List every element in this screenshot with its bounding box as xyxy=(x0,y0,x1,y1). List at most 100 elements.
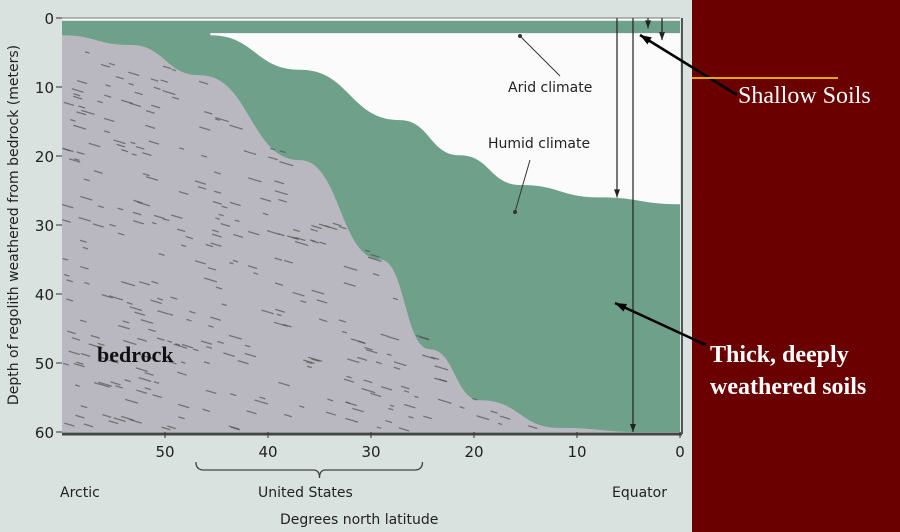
bedrock-texture-mark xyxy=(274,257,283,261)
bedrock-texture-mark xyxy=(205,243,214,248)
bedrock-texture-mark xyxy=(229,124,243,130)
bedrock-texture-mark xyxy=(128,82,134,86)
arid-base-arrow-head xyxy=(659,32,665,41)
bedrock-texture-mark xyxy=(357,356,368,361)
bedrock-texture-mark xyxy=(279,160,294,167)
bedrock-texture-mark xyxy=(434,365,449,371)
bedrock-texture-mark xyxy=(117,207,124,211)
bedrock-texture-mark xyxy=(73,158,80,161)
bedrock-texture-mark xyxy=(343,282,356,287)
bedrock-texture-mark xyxy=(194,180,207,185)
equator-label: Equator xyxy=(612,485,667,501)
bedrock-texture-mark xyxy=(211,229,219,233)
bedrock-texture-mark xyxy=(152,394,162,399)
arid-leader-dot xyxy=(518,34,522,38)
bedrock-texture-mark xyxy=(207,267,217,271)
bedrock-texture-mark xyxy=(67,330,76,335)
bedrock-texture-mark xyxy=(499,415,511,420)
bedrock-texture-mark xyxy=(229,201,241,207)
bedrock-texture-mark xyxy=(205,389,217,395)
bedrock-texture-mark xyxy=(490,410,498,414)
bedrock-texture-mark xyxy=(345,417,359,423)
y-tick-label: 20 xyxy=(35,148,54,166)
y-tick-label: 10 xyxy=(35,79,54,97)
bedrock-texture-mark xyxy=(342,330,348,334)
bedrock-texture-mark xyxy=(237,360,249,365)
bedrock-texture-mark xyxy=(202,408,211,413)
bedrock-texture-mark xyxy=(287,235,299,240)
bedrock-texture-mark xyxy=(339,226,347,230)
bedrock-texture-mark xyxy=(63,101,75,107)
bedrock-texture-mark xyxy=(129,306,143,312)
bedrock-texture-mark xyxy=(76,151,85,155)
bedrock-texture-mark xyxy=(294,240,309,247)
bedrock-texture-mark xyxy=(363,379,373,384)
bedrock-texture-mark xyxy=(178,190,189,196)
bedrock-texture-mark xyxy=(311,224,322,230)
bedrock-texture-mark xyxy=(162,65,172,70)
bedrock-texture-mark xyxy=(208,324,214,328)
bedrock-texture-mark xyxy=(361,387,376,394)
arctic-label: Arctic xyxy=(60,485,100,501)
bedrock-texture-mark xyxy=(130,141,136,145)
bedrock-texture-mark xyxy=(84,51,90,54)
bedrock-texture-mark xyxy=(102,413,112,418)
x-tick-label: 40 xyxy=(258,443,277,461)
bedrock-texture-mark xyxy=(274,282,284,287)
bedrock-texture-mark xyxy=(459,406,465,409)
bedrock-texture-mark xyxy=(306,361,313,365)
x-tick-label: 50 xyxy=(155,443,174,461)
bedrock-texture-mark xyxy=(68,350,80,356)
bedrock-texture-mark xyxy=(167,425,176,430)
bedrock-texture-mark xyxy=(108,62,116,66)
shallow-soils-annotation: Shallow Soils xyxy=(738,83,871,109)
bedrock-texture-mark xyxy=(103,130,111,134)
bedrock-texture-mark xyxy=(80,405,88,409)
bedrock-texture-mark xyxy=(365,349,378,354)
bedrock-texture-mark xyxy=(80,195,93,201)
bedrock-texture-mark xyxy=(176,228,186,233)
bedrock-texture-mark xyxy=(179,147,185,150)
bedrock-texture-mark xyxy=(161,426,171,431)
bedrock-texture-mark xyxy=(120,415,134,421)
bedrock-texture-mark xyxy=(140,318,154,324)
bedrock-texture-mark xyxy=(246,410,257,415)
bedrock-texture-mark xyxy=(93,170,103,174)
bedrock-texture-mark xyxy=(347,358,360,364)
bedrock-texture-mark xyxy=(144,355,156,360)
bedrock-texture-mark xyxy=(275,308,286,313)
bedrock-texture-mark xyxy=(318,318,328,323)
bedrock-texture-mark xyxy=(198,80,209,85)
bedrock-texture-mark xyxy=(108,359,119,364)
bedrock-texture-mark xyxy=(253,272,259,275)
bedrock-texture-mark xyxy=(392,297,399,301)
bedrock-texture-mark xyxy=(73,93,81,97)
bedrock-texture-mark xyxy=(150,78,159,82)
bedrock-texture-mark xyxy=(115,385,123,389)
bedrock-texture-mark xyxy=(98,383,110,388)
shallow-soils-arrow-head xyxy=(640,35,652,45)
bedrock-texture-mark xyxy=(137,337,148,342)
bedrock-texture-mark xyxy=(472,397,478,401)
bedrock-texture-mark xyxy=(375,361,382,365)
bedrock-texture-mark xyxy=(115,75,124,80)
bedrock-texture-mark xyxy=(170,214,183,219)
bedrock-texture-mark xyxy=(228,425,240,430)
y-tick-label: 50 xyxy=(35,355,54,373)
bedrock-texture-mark xyxy=(83,423,94,428)
bedrock-texture-mark xyxy=(133,220,145,225)
x-axis-title: Degrees north latitude xyxy=(280,512,438,528)
bedrock-texture-mark xyxy=(364,249,371,253)
bedrock-texture-mark xyxy=(92,223,104,228)
bedrock-texture-mark xyxy=(166,360,177,365)
bedrock-texture-mark xyxy=(100,356,108,361)
bedrock-texture-mark xyxy=(345,401,350,404)
bedrock-texture-mark xyxy=(171,96,180,100)
bedrock-texture-mark xyxy=(270,147,276,151)
bedrock-texture-mark xyxy=(144,371,154,376)
bedrock-texture-mark xyxy=(64,273,70,277)
bedrock-texture-mark xyxy=(400,385,410,390)
bedrock-texture-mark xyxy=(343,378,355,383)
bedrock-texture-mark xyxy=(325,411,336,416)
bedrock-texture-mark xyxy=(138,377,152,383)
